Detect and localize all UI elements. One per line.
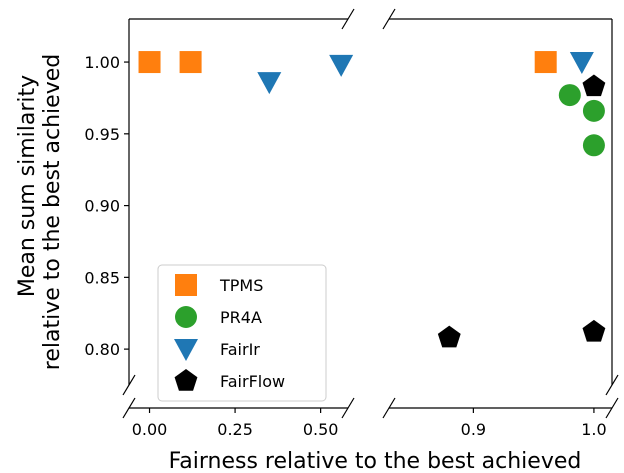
- break-mark-left-axis: [122, 374, 136, 396]
- legend-label-tpms: TPMS: [219, 276, 263, 295]
- legend: TPMS PR4A FairIr FairFlow: [157, 264, 327, 402]
- legend-marker-tpms: [175, 274, 197, 296]
- y-axis-title-line-1: Mean sum similarity: [15, 75, 40, 297]
- axis-ticks: 0.80 0.85 0.90 0.95 1.00 0.00 0.25 0.50 0.9 1.0: [84, 53, 606, 439]
- legend-marker-fairflow: [174, 369, 198, 391]
- legend-label-pr4a: PR4A: [220, 308, 262, 327]
- y-tick-label: 0.95: [84, 125, 120, 144]
- x-tick-label: 0.9: [461, 420, 486, 439]
- data-point-fairir: [329, 54, 354, 77]
- break-mark-right-lower: [605, 397, 619, 419]
- data-point-pr4a: [582, 99, 605, 122]
- legend-label-fairflow: FairFlow: [220, 372, 285, 391]
- x-tick-label: 0.50: [303, 420, 339, 439]
- break-mark-top-right: [382, 8, 396, 30]
- data-point-fairir: [257, 72, 282, 95]
- x-tick-label: 0.00: [132, 420, 168, 439]
- data-point-pr4a: [582, 134, 605, 157]
- x-tick-label: 1.0: [581, 420, 606, 439]
- y-axis-title-line-2: relative to the best achieved: [40, 54, 65, 370]
- legend-box: [157, 264, 327, 402]
- y-tick-label: 0.85: [84, 268, 120, 287]
- data-point-tpms: [179, 51, 202, 74]
- data-point-fairir: [569, 52, 594, 75]
- axes-frame: [122, 8, 619, 419]
- break-mark-left-lower: [122, 397, 136, 419]
- legend-marker-pr4a: [175, 306, 197, 328]
- data-point-tpms: [534, 51, 557, 74]
- break-mark-top-left: [341, 8, 355, 30]
- x-axis-title: Fairness relative to the best achieved: [169, 449, 582, 473]
- break-mark-bottom-right: [382, 397, 396, 419]
- legend-marker-fairir: [174, 339, 198, 361]
- data-point-pr4a: [558, 84, 581, 107]
- x-tick-label: 0.25: [217, 420, 253, 439]
- break-mark-bottom-left: [341, 397, 355, 419]
- legend-label-fairir: FairIr: [220, 340, 260, 359]
- data-point-fairflow: [582, 74, 606, 97]
- data-points: [138, 51, 606, 348]
- y-tick-label: 0.80: [84, 340, 120, 359]
- break-mark-right-axis: [605, 374, 619, 396]
- y-tick-label: 0.90: [84, 197, 120, 216]
- data-point-tpms: [138, 51, 161, 74]
- data-point-fairflow: [437, 325, 461, 348]
- data-point-fairflow: [582, 319, 606, 342]
- y-tick-label: 1.00: [84, 53, 120, 72]
